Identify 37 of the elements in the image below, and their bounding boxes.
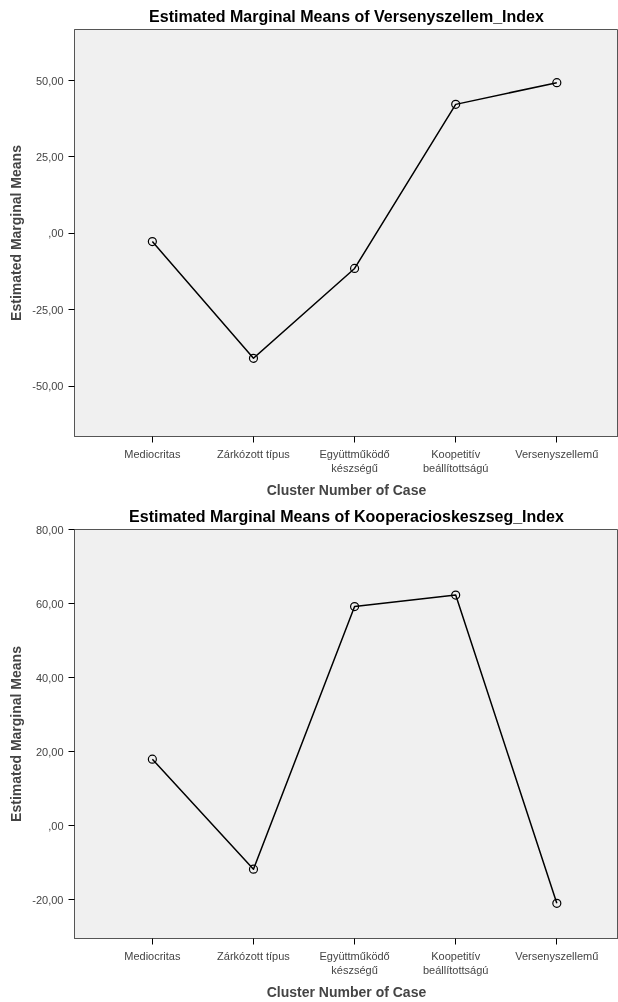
y-tick-label: ,00 bbox=[48, 227, 64, 240]
x-tick-label: Mediocritas bbox=[124, 447, 181, 460]
y-axis-title: Estimated Marginal Means bbox=[8, 144, 25, 321]
x-axis-title: Cluster Number of Case bbox=[266, 481, 427, 498]
x-tick-label: Versenyszellemű bbox=[515, 447, 599, 460]
point bbox=[552, 78, 562, 88]
x-tick-label: Zárkózott típus bbox=[217, 447, 291, 460]
y-tick-label: 20,00 bbox=[35, 745, 64, 758]
y-tick-label: ,00 bbox=[48, 819, 64, 832]
x-tick-label: Mediocritas bbox=[124, 949, 181, 962]
point bbox=[248, 864, 259, 874]
y-tick-label: -20,00 bbox=[32, 893, 64, 906]
x-tick-label: Együttműködő készségű bbox=[319, 447, 390, 474]
y-tick-label: -50,00 bbox=[32, 380, 64, 393]
y-tick-label: 80,00 bbox=[35, 523, 64, 536]
point bbox=[451, 590, 461, 600]
y-tick-label: 50,00 bbox=[35, 74, 64, 87]
point bbox=[349, 263, 360, 274]
x-axis-title: Cluster Number of Case bbox=[266, 983, 427, 1000]
x-tick-label: Zárkózott típus bbox=[217, 949, 291, 962]
point bbox=[451, 99, 461, 109]
x-tick-label: Koopetitív beállítottságú bbox=[422, 949, 489, 976]
point bbox=[147, 754, 157, 764]
x-tick-label: Koopetitív beállítottságú bbox=[422, 447, 489, 474]
chart-title: Estimated Marginal Means of Versenyszellem_Index bbox=[149, 7, 545, 25]
point bbox=[349, 601, 360, 612]
y-tick-label: 25,00 bbox=[35, 150, 64, 163]
point bbox=[552, 898, 562, 908]
chart-title: Estimated Marginal Means of Kooperacioskeszseg_Index bbox=[129, 507, 564, 525]
point bbox=[248, 353, 259, 363]
y-tick-label: 40,00 bbox=[35, 671, 64, 684]
point bbox=[147, 236, 157, 247]
x-tick-label: Együttműködő készségű bbox=[319, 949, 390, 976]
y-tick-label: 60,00 bbox=[35, 597, 64, 610]
x-tick-label: Versenyszellemű bbox=[515, 949, 599, 962]
y-tick-label: -25,00 bbox=[32, 303, 64, 316]
y-axis-title: Estimated Marginal Means bbox=[8, 645, 25, 822]
